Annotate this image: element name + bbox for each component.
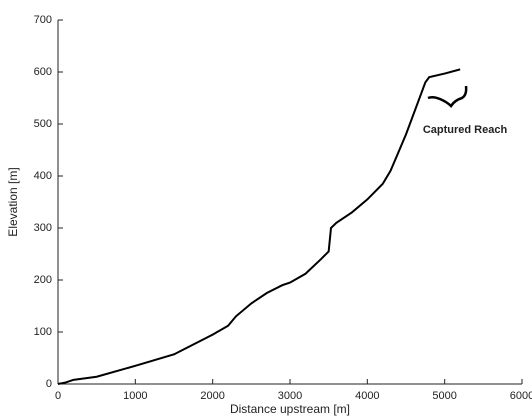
y-tick-label: 500	[34, 118, 52, 130]
y-tick-label: 600	[34, 66, 52, 78]
x-axis-label: Distance upstream [m]	[230, 402, 350, 416]
x-tick-label: 3000	[278, 390, 302, 402]
x-tick-label: 6000	[510, 390, 532, 402]
profile-line	[57, 68, 461, 385]
x-tick-label: 0	[55, 390, 61, 402]
y-tick-label: 400	[34, 170, 52, 182]
y-axis-label: Elevation [m]	[6, 167, 20, 236]
brace	[427, 85, 468, 108]
y-tick-label: 300	[34, 222, 52, 234]
annotation: Captured Reach	[423, 124, 508, 136]
x-tick-label: 1000	[123, 390, 147, 402]
y-tick-label: 700	[34, 14, 52, 26]
y-tick-label: 200	[34, 274, 52, 286]
x-tick-label: 5000	[432, 390, 456, 402]
x-tick-label: 4000	[355, 390, 379, 402]
y-tick-label: 0	[46, 378, 52, 390]
y-tick-label: 100	[34, 326, 52, 338]
x-tick-label: 2000	[200, 390, 224, 402]
